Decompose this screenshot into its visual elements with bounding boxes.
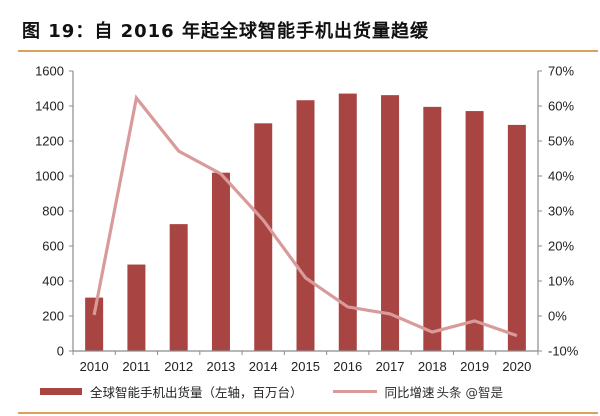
bar-2011	[127, 264, 146, 351]
legend-label-growth: 同比增速	[384, 385, 435, 400]
x-tick-label: 2014	[249, 359, 278, 374]
growth-rate-line	[92, 94, 518, 338]
x-tick-label: 2015	[291, 359, 320, 374]
left-tick-label: 800	[42, 204, 64, 219]
left-tick-label: 600	[42, 239, 64, 254]
bar-2014	[254, 123, 273, 351]
right-tick-label: 70%	[548, 64, 574, 79]
line-swatch	[332, 390, 377, 393]
legend: 全球智能手机出货量（左轴，百万台） 同比增速 头条 @智是	[40, 382, 533, 401]
bar-2018	[423, 106, 442, 351]
x-tick-label: 2018	[418, 359, 447, 374]
legend-label-shipments: 全球智能手机出货量（左轴，百万台）	[90, 385, 303, 400]
line-series	[92, 94, 518, 338]
x-tick-label: 2010	[80, 359, 109, 374]
bar-2013	[211, 172, 230, 351]
left-tick-label: 1400	[35, 99, 64, 114]
bar-series	[85, 93, 526, 352]
x-tick-label: 2020	[502, 359, 531, 374]
left-tick-label: 1000	[35, 169, 64, 184]
x-tick-label: 2017	[376, 359, 405, 374]
bar-2017	[381, 95, 400, 352]
bar-2010	[85, 297, 104, 351]
bar-2016	[338, 93, 357, 351]
bar-swatch	[40, 388, 82, 395]
left-tick-label: 1600	[35, 64, 64, 79]
right-tick-label: 10%	[548, 274, 574, 289]
bar-2012	[169, 224, 188, 351]
bottom-rule	[18, 412, 598, 414]
right-tick-label: 20%	[548, 239, 574, 254]
left-tick-label: 1200	[35, 134, 64, 149]
right-tick-label: 40%	[548, 169, 574, 184]
watermark: 头条 @智是	[436, 385, 504, 400]
left-tick-label: 400	[42, 274, 64, 289]
left-tick-label: 200	[42, 309, 64, 324]
x-tick-label: 2012	[164, 359, 193, 374]
right-tick-label: 50%	[548, 134, 574, 149]
right-tick-label: 30%	[548, 204, 574, 219]
x-tick-label: 2013	[206, 359, 235, 374]
right-tick-label: -10%	[548, 344, 579, 359]
legend-item-growth: 同比增速 头条 @智是	[332, 382, 504, 401]
title-underline	[18, 50, 598, 52]
axes: 0 200 400 600 800 1000 1200 1400 1600 -10% 0% 10% 20…	[35, 64, 579, 375]
left-tick-label: 0	[57, 344, 64, 359]
right-tick-label: 60%	[548, 99, 574, 114]
chart-title: 图 19：自 2016 年起全球智能手机出货量趋缓	[22, 21, 429, 42]
x-tick-label: 2019	[460, 359, 489, 374]
legend-item-shipments: 全球智能手机出货量（左轴，百万台）	[40, 382, 303, 401]
bar-2019	[465, 111, 484, 351]
bar-2015	[296, 100, 315, 351]
x-tick-label: 2016	[333, 359, 362, 374]
x-tick-label: 2011	[122, 359, 150, 374]
bar-2020	[507, 124, 526, 352]
right-tick-label: 0%	[548, 309, 567, 324]
